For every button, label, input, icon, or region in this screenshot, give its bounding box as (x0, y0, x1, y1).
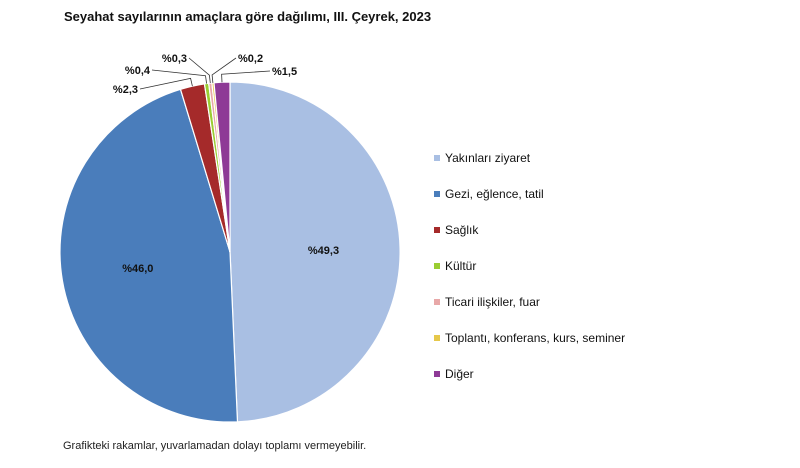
data-label-ticari-iliskiler-fuar: %0,3 (162, 53, 187, 65)
chart-title: Seyahat sayılarının amaçlara göre dağılı… (64, 9, 432, 24)
legend-label: Kültür (445, 259, 477, 273)
data-labels: %49,3 %46,0 %2,3 %0,4 %0,3 %0,2 %1,5 (113, 53, 339, 275)
leader-lines (139, 57, 271, 90)
data-label-kultur: %0,4 (125, 65, 151, 77)
data-label-yakinlari-ziyaret: %49,3 (308, 245, 339, 257)
legend-swatch (434, 155, 440, 161)
pie-slice-yakinlari-ziyaret (229, 81, 401, 423)
leader-line-toplanti-konferans-kurs-seminer (211, 57, 237, 83)
legend-swatch (434, 227, 440, 233)
legend-item-diger: Diğer (434, 356, 625, 392)
data-label-saglik: %2,3 (113, 84, 138, 96)
footnote: Grafikteki rakamlar, yuvarlamadan dolayı… (63, 440, 367, 452)
data-label-diger: %1,5 (272, 66, 297, 78)
leader-line-ticari-iliskiler-fuar (188, 57, 211, 84)
pie-slice-gezi-eglence-tatil (59, 88, 239, 423)
legend-item-gezi-eglence-tatil: Gezi, eğlence, tatil (434, 176, 625, 212)
data-label-toplanti-konferans-kurs-seminer: %0,2 (238, 53, 263, 65)
legend-swatch (434, 299, 440, 305)
legend-swatch (434, 335, 440, 341)
legend-label: Gezi, eğlence, tatil (445, 187, 544, 201)
legend-swatch (434, 191, 440, 197)
pie-slices (59, 81, 401, 423)
legend-label: Sağlık (445, 223, 479, 237)
legend-label: Diğer (445, 367, 474, 381)
leader-line-kultur (151, 69, 207, 84)
legend-item-saglik: Sağlık (434, 212, 625, 248)
legend-item-yakinlari-ziyaret: Yakınları ziyaret (434, 140, 625, 176)
leader-line-diger (221, 70, 271, 83)
data-label-gezi-eglence-tatil: %46,0 (122, 263, 153, 275)
legend-item-ticari-iliskiler-fuar: Ticari ilişkiler, fuar (434, 284, 625, 320)
legend-item-kultur: Kültür (434, 248, 625, 284)
legend-swatch (434, 263, 440, 269)
legend-label: Yakınları ziyaret (445, 151, 531, 165)
legend-item-toplanti-konferans-kurs-seminer: Toplantı, konferans, kurs, seminer (434, 320, 625, 356)
legend-label: Ticari ilişkiler, fuar (445, 295, 540, 309)
legend-swatch (434, 371, 440, 377)
legend: Yakınları ziyaret Gezi, eğlence, tatil Sağ… (434, 140, 625, 392)
leader-line-saglik (139, 77, 193, 90)
legend-label: Toplantı, konferans, kurs, seminer (445, 331, 626, 345)
